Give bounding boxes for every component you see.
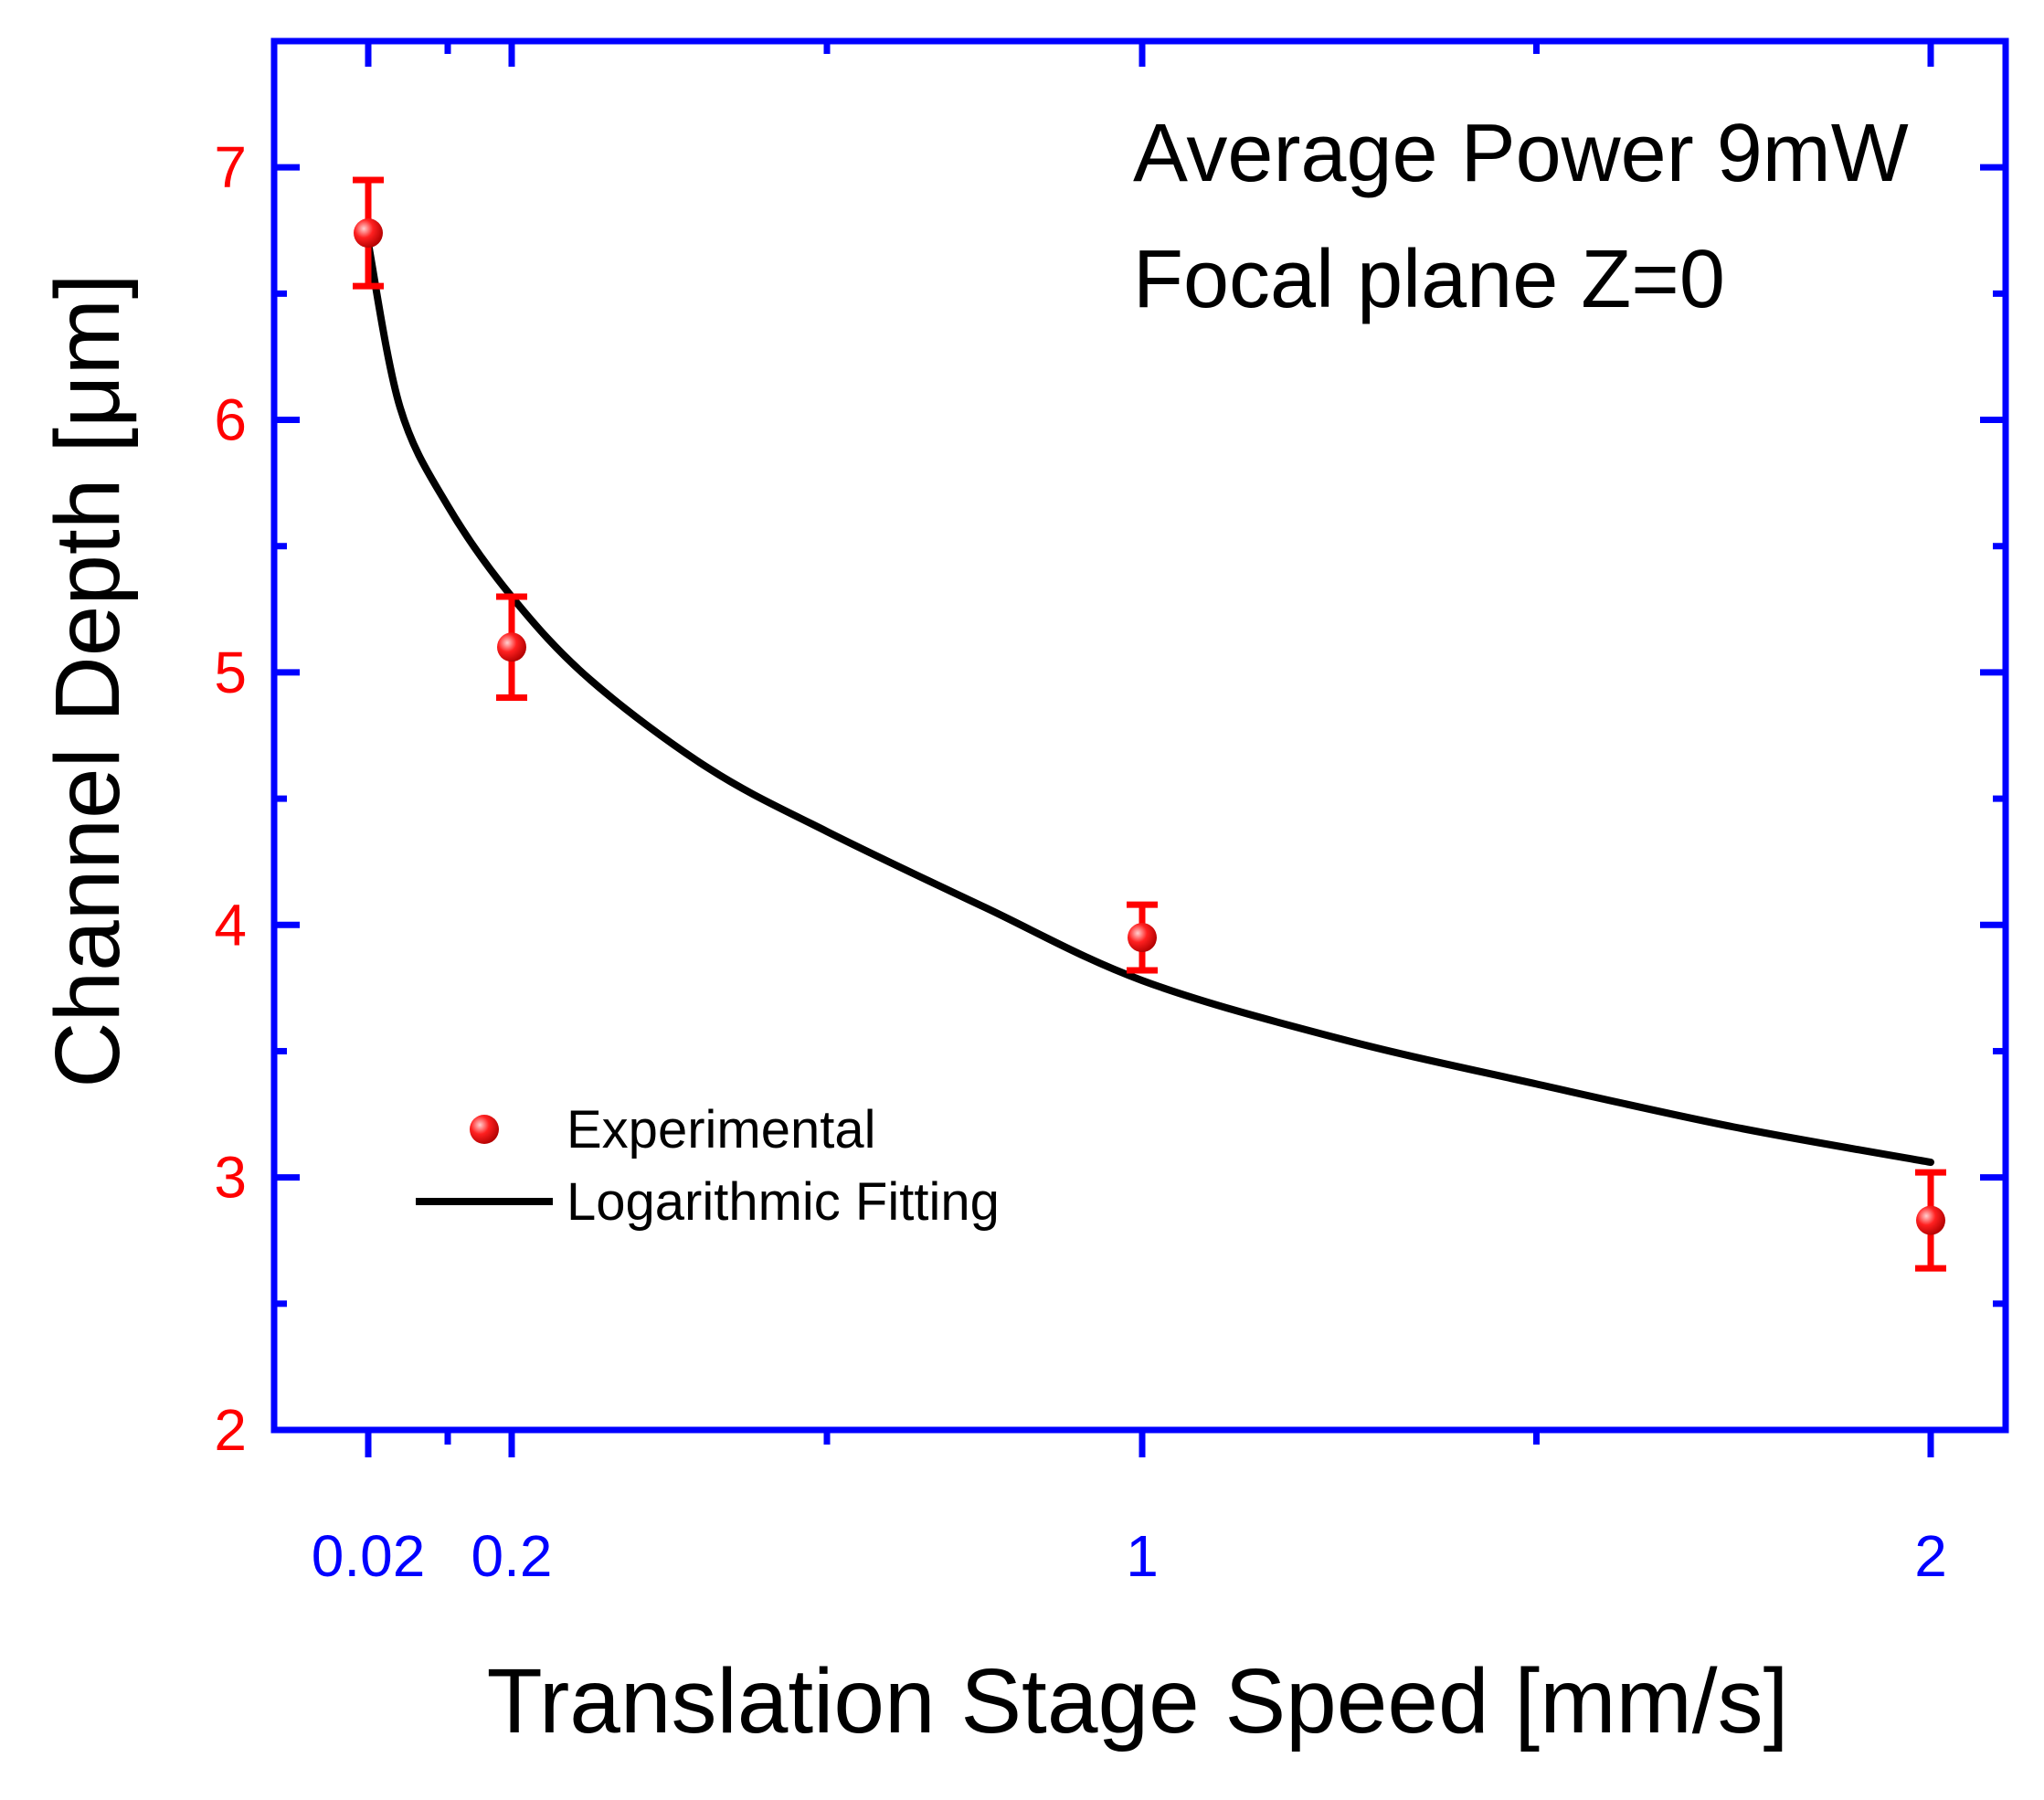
- y-tick-label: 6: [214, 387, 247, 453]
- data-point: [497, 632, 526, 662]
- x-tick-label: 1: [1126, 1523, 1159, 1589]
- y-tick-label: 2: [214, 1397, 247, 1463]
- annotation-focal-plane: Focal plane Z=0: [1133, 234, 1725, 325]
- y-tick-label: 5: [214, 640, 247, 705]
- data-point: [354, 218, 383, 249]
- labels-layer: 2 3 4 5 6 7 0.02 0.2 1 2: [214, 134, 1946, 1589]
- x-axis-title: Translation Stage Speed [mm/s]: [487, 1650, 1789, 1752]
- legend: Experimental Logarithmic Fitting: [416, 1100, 1000, 1232]
- legend-label-experimental: Experimental: [567, 1100, 875, 1159]
- ticks-layer: [274, 41, 2006, 1457]
- y-tick-label: 4: [214, 892, 247, 958]
- x-tick-label: 0.2: [471, 1523, 553, 1589]
- data-point: [1916, 1205, 1945, 1235]
- x-tick-label: 2: [1914, 1523, 1947, 1589]
- data-point: [1128, 923, 1157, 953]
- y-axis-title: Channel Depth [μm]: [37, 273, 139, 1087]
- x-tick-label: 0.02: [312, 1523, 426, 1589]
- annotation-power: Average Power 9mW: [1133, 108, 1909, 199]
- fit-line: [365, 239, 1934, 1167]
- y-tick-label: 3: [214, 1145, 247, 1211]
- y-tick-label: 7: [214, 134, 247, 200]
- legend-marker-experimental: [470, 1115, 499, 1144]
- points-layer: [353, 176, 1946, 1272]
- fit-layer: [365, 239, 1934, 1167]
- legend-label-fitting: Logarithmic Fitting: [567, 1172, 1000, 1232]
